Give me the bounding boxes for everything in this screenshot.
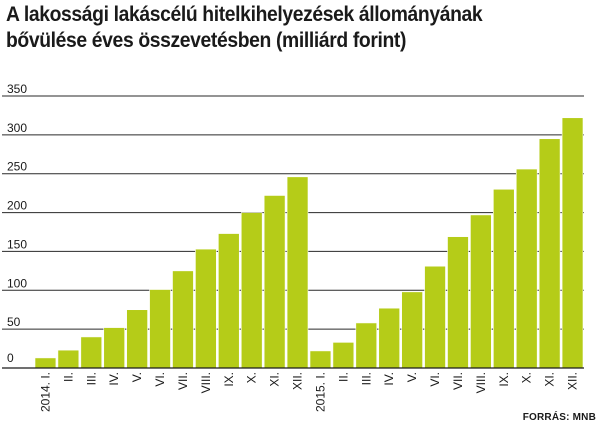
x-tick-label-17: V. (405, 372, 419, 382)
bar-3 (80, 336, 103, 369)
y-tick-label-100: 100 (7, 276, 27, 290)
bar-7 (172, 270, 194, 369)
bar-15 (355, 322, 378, 369)
chart-title: A lakossági lakáscélú hitelkihelyezések … (6, 2, 551, 54)
bar-9 (218, 233, 240, 369)
x-tick-label-2: II. (61, 372, 75, 382)
x-tick-label-15: III. (359, 372, 373, 385)
bar-16 (378, 307, 400, 369)
y-tick-label-200: 200 (7, 199, 27, 213)
y-tick-label-350: 350 (7, 82, 27, 96)
bar-21 (493, 188, 515, 369)
bar-2 (57, 349, 80, 369)
x-tick-label-4: IV. (107, 372, 121, 386)
bar-13 (309, 350, 332, 369)
x-tick-label-16: IV. (382, 372, 396, 386)
bar-4 (103, 327, 125, 369)
bar-19 (447, 236, 469, 369)
chart-title-line-2: bővülése éves összevetésben (milliárd fo… (6, 29, 407, 52)
y-tick-label-250: 250 (7, 160, 27, 174)
bar-22 (515, 168, 538, 369)
bar-17 (401, 291, 423, 369)
x-tick-label-13: 2015. I. (313, 372, 327, 412)
bar-14 (332, 342, 355, 369)
chart-title-line-1: A lakossági lakáscélú hitelkihelyezések … (6, 3, 483, 26)
y-tick-label-300: 300 (7, 121, 27, 135)
bar-24 (561, 117, 584, 369)
source-note: FORRÁS: MNB (522, 412, 596, 423)
x-tick-label-7: VII. (176, 372, 190, 390)
bar-12 (286, 176, 309, 369)
x-tick-label-14: II. (336, 372, 350, 382)
x-tick-label-11: XI. (268, 372, 282, 387)
y-tick-label-150: 150 (7, 237, 27, 251)
x-tick-label-1: 2014. I. (38, 372, 52, 412)
x-tick-label-12: XII. (291, 372, 305, 390)
x-tick-label-9: IX. (222, 372, 236, 387)
x-tick-label-24: XII. (566, 372, 580, 390)
bar-1 (34, 357, 57, 369)
x-tick-label-3: III. (84, 372, 98, 385)
bar-10 (240, 212, 263, 369)
x-tick-label-21: IX. (497, 372, 511, 387)
bar-5 (126, 309, 148, 369)
y-tick-label-0: 0 (7, 351, 14, 365)
x-tick-label-22: X. (520, 372, 534, 383)
bar-11 (263, 195, 286, 369)
bar-18 (424, 265, 446, 369)
x-tick-label-6: VI. (153, 372, 167, 387)
bar-23 (538, 138, 561, 369)
bar-6 (149, 289, 171, 369)
x-tick-label-8: VIII. (199, 372, 213, 393)
x-tick-label-20: VIII. (474, 372, 488, 393)
x-tick-label-23: XI. (543, 372, 557, 387)
y-tick-label-50: 50 (7, 315, 21, 329)
x-tick-label-10: X. (245, 372, 259, 383)
x-tick-label-5: V. (130, 372, 144, 382)
x-tick-label-19: VII. (451, 372, 465, 390)
bar-8 (195, 248, 217, 369)
x-tick-label-18: VI. (428, 372, 442, 387)
bar-20 (470, 214, 492, 369)
